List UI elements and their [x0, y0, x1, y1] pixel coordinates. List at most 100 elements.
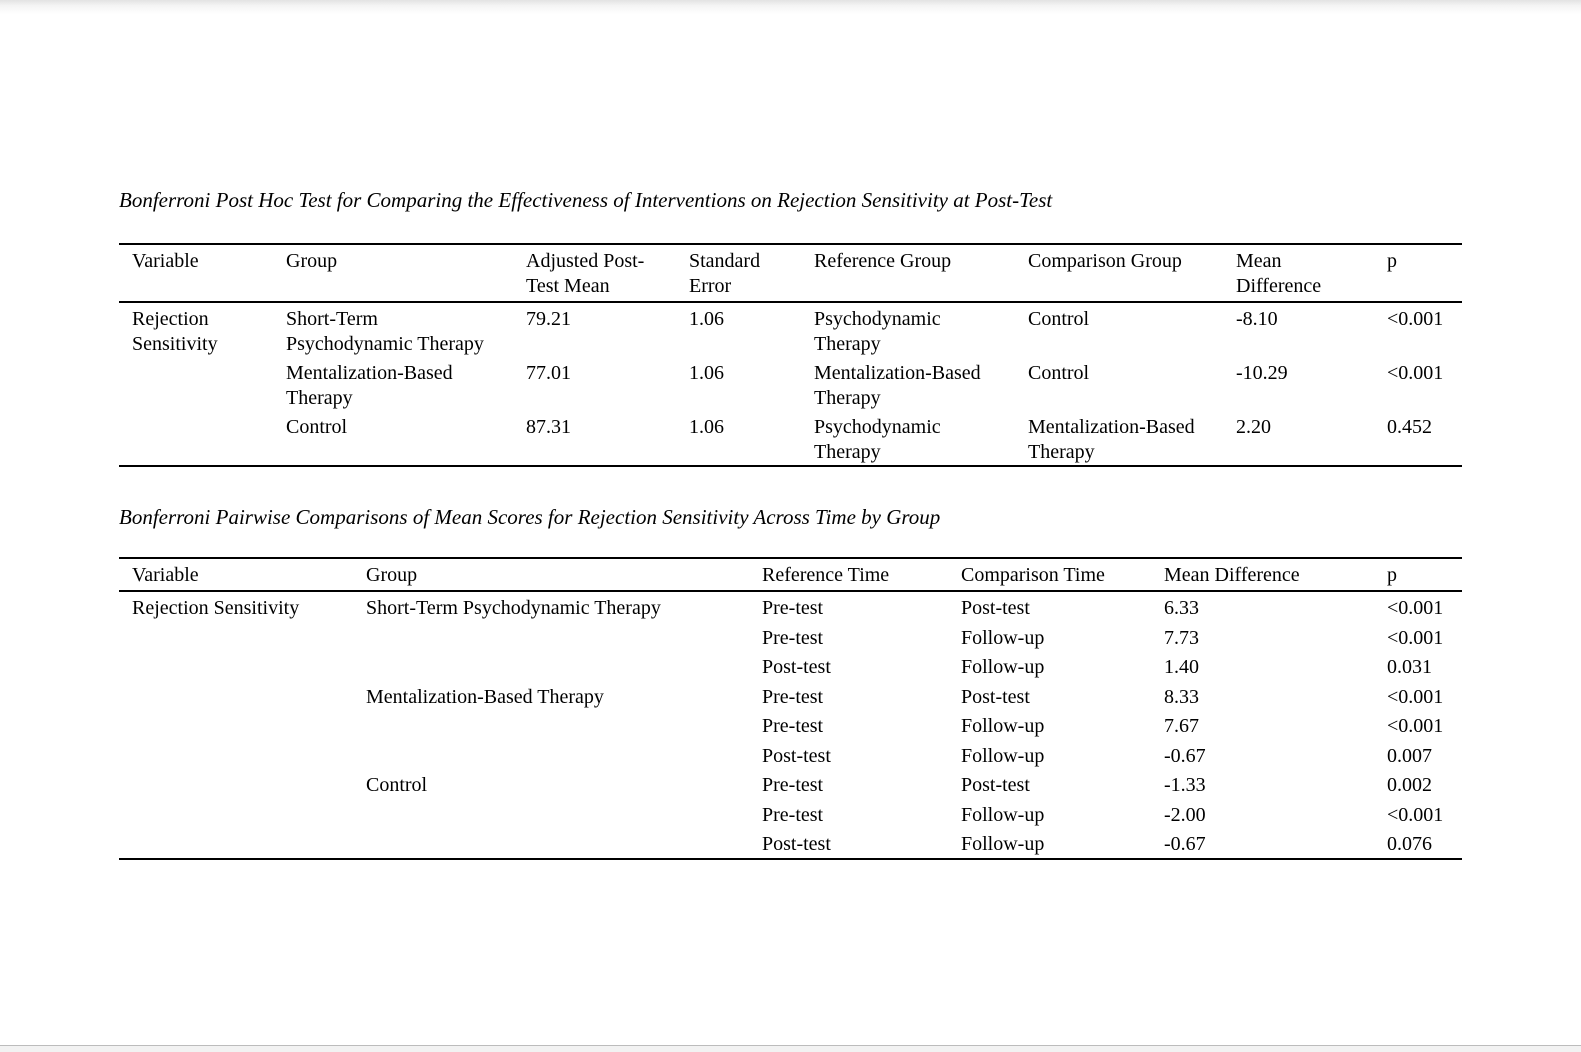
header-row: Variable Group Adjusted Post- Test Mean Stan… [119, 244, 1462, 303]
cell-line: 1.06 [689, 416, 724, 438]
cell-comparison-time: Follow-up [948, 651, 1151, 681]
pairwise-comparisons-table: Variable Group Reference Time Comparison Ti… [119, 557, 1462, 860]
cell-comparison-time: Follow-up [948, 799, 1151, 829]
cell-adjusted-mean: 77.01 [513, 357, 676, 411]
table-row: Control Pre-test Post-test -1.33 0.002 [119, 769, 1462, 799]
cell-line: Psychodynamic [814, 308, 941, 330]
post-hoc-table-title: Bonferroni Post Hoc Test for Comparing t… [119, 188, 1053, 212]
cell-line: Pre-test [762, 597, 824, 619]
cell-mean-difference: -1.33 [1151, 769, 1374, 799]
cell-line: Control [366, 774, 428, 796]
cell-line: Post-test [961, 685, 1030, 708]
cell-reference-time: Post-test [749, 828, 948, 859]
cell-line: 0.002 [1387, 774, 1432, 796]
cell-group: Mentalization-Based Therapy [353, 681, 749, 711]
bottom-window-edge [0, 1045, 1581, 1052]
cell-standard-error: 1.06 [676, 302, 801, 357]
header-line: Variable [132, 564, 199, 586]
cell-line: Psychodynamic Therapy [286, 333, 484, 355]
cell-line: Control [1028, 308, 1090, 330]
cell-reference-time: Pre-test [749, 710, 948, 740]
cell-reference-group: Psychodynamic Therapy [801, 411, 1015, 466]
cell-line: Post-test [961, 597, 1030, 619]
cell-reference-time: Pre-test [749, 681, 948, 711]
cell-line: Pre-test [762, 626, 824, 649]
cell-line: 1.40 [1164, 656, 1199, 678]
cell-reference-time: Pre-test [749, 769, 948, 799]
table-row: Rejection Sensitivity Short-Term Psychody… [119, 591, 1462, 622]
cell-line: 6.33 [1164, 597, 1199, 619]
cell-line: Post-test [961, 774, 1030, 796]
cell-reference-time: Post-test [749, 651, 948, 681]
cell-line: 7.73 [1164, 626, 1199, 649]
cell-line: Pre-test [762, 774, 824, 796]
cell-variable [119, 357, 273, 411]
cell-comparison-time: Follow-up [948, 828, 1151, 859]
cell-line: Control [1028, 362, 1090, 384]
header-line: Adjusted Post- [526, 250, 645, 272]
cell-line: <0.001 [1387, 626, 1444, 649]
cell-line: Short-Term Psychodynamic Therapy [366, 597, 661, 619]
header-line: p [1387, 250, 1397, 272]
cell-adjusted-mean: 79.21 [513, 302, 676, 357]
header-line: Comparison Time [961, 564, 1105, 586]
cell-group [353, 622, 749, 652]
cell-p: <0.001 [1374, 357, 1462, 411]
cell-mean-difference: 6.33 [1151, 591, 1374, 622]
cell-line: <0.001 [1387, 715, 1444, 737]
cell-comparison-time: Post-test [948, 681, 1151, 711]
header-line: Mean Difference [1164, 564, 1300, 586]
col-header-variable: Variable [119, 244, 273, 303]
cell-variable [119, 710, 353, 740]
cell-comparison-group: Mentalization-Based Therapy [1015, 411, 1223, 466]
cell-line: 0.452 [1387, 416, 1432, 438]
header-line: Standard [689, 250, 761, 272]
cell-group [353, 651, 749, 681]
col-header-group: Group [273, 244, 513, 303]
cell-variable [119, 411, 273, 466]
cell-p: <0.001 [1374, 681, 1462, 711]
col-header-p: p [1374, 244, 1462, 303]
cell-comparison-group: Control [1015, 302, 1223, 357]
col-header-adjusted-mean: Adjusted Post- Test Mean [513, 244, 676, 303]
pairwise-comparisons-table-title: Bonferroni Pairwise Comparisons of Mean … [119, 505, 941, 529]
cell-line: Mentalization-Based [814, 362, 981, 384]
cell-group: Control [273, 411, 513, 466]
cell-reference-group: Mentalization-Based Therapy [801, 357, 1015, 411]
cell-standard-error: 1.06 [676, 357, 801, 411]
cell-line: Therapy [286, 387, 353, 409]
col-header-comparison-group: Comparison Group [1015, 244, 1223, 303]
table-row: Post-test Follow-up -0.67 0.007 [119, 740, 1462, 770]
header-line: Test Mean [526, 275, 610, 297]
cell-p: <0.001 [1374, 302, 1462, 357]
cell-group: Control [353, 769, 749, 799]
cell-line: Post-test [762, 833, 831, 855]
cell-line: Post-test [762, 656, 831, 678]
cell-comparison-time: Post-test [948, 769, 1151, 799]
cell-line: <0.001 [1387, 308, 1444, 330]
cell-p: <0.001 [1374, 710, 1462, 740]
cell-line: 87.31 [526, 416, 571, 438]
cell-line: -1.33 [1164, 774, 1206, 796]
cell-variable [119, 622, 353, 652]
col-header-group: Group [353, 558, 749, 592]
table-row: Mentalization-Based Therapy 77.01 1.06 Menta… [119, 357, 1462, 411]
top-scroll-shadow [0, 0, 1581, 14]
cell-mean-difference: 7.67 [1151, 710, 1374, 740]
cell-reference-time: Pre-test [749, 799, 948, 829]
cell-p: 0.007 [1374, 740, 1462, 770]
cell-standard-error: 1.06 [676, 411, 801, 466]
cell-group [353, 710, 749, 740]
cell-mean-difference: 8.33 [1151, 681, 1374, 711]
table-row: Post-test Follow-up -0.67 0.076 [119, 828, 1462, 859]
cell-group [353, 740, 749, 770]
cell-line: 7.67 [1164, 715, 1199, 737]
table-row: Post-test Follow-up 1.40 0.031 [119, 651, 1462, 681]
cell-mean-difference: -0.67 [1151, 740, 1374, 770]
cell-group [353, 799, 749, 829]
cell-line: Follow-up [961, 715, 1045, 737]
cell-group: Short-Term Psychodynamic Therapy [273, 302, 513, 357]
table-row: Mentalization-Based Therapy Pre-test Post-… [119, 681, 1462, 711]
cell-mean-difference: 1.40 [1151, 651, 1374, 681]
col-header-mean-difference: Mean Difference [1223, 244, 1374, 303]
